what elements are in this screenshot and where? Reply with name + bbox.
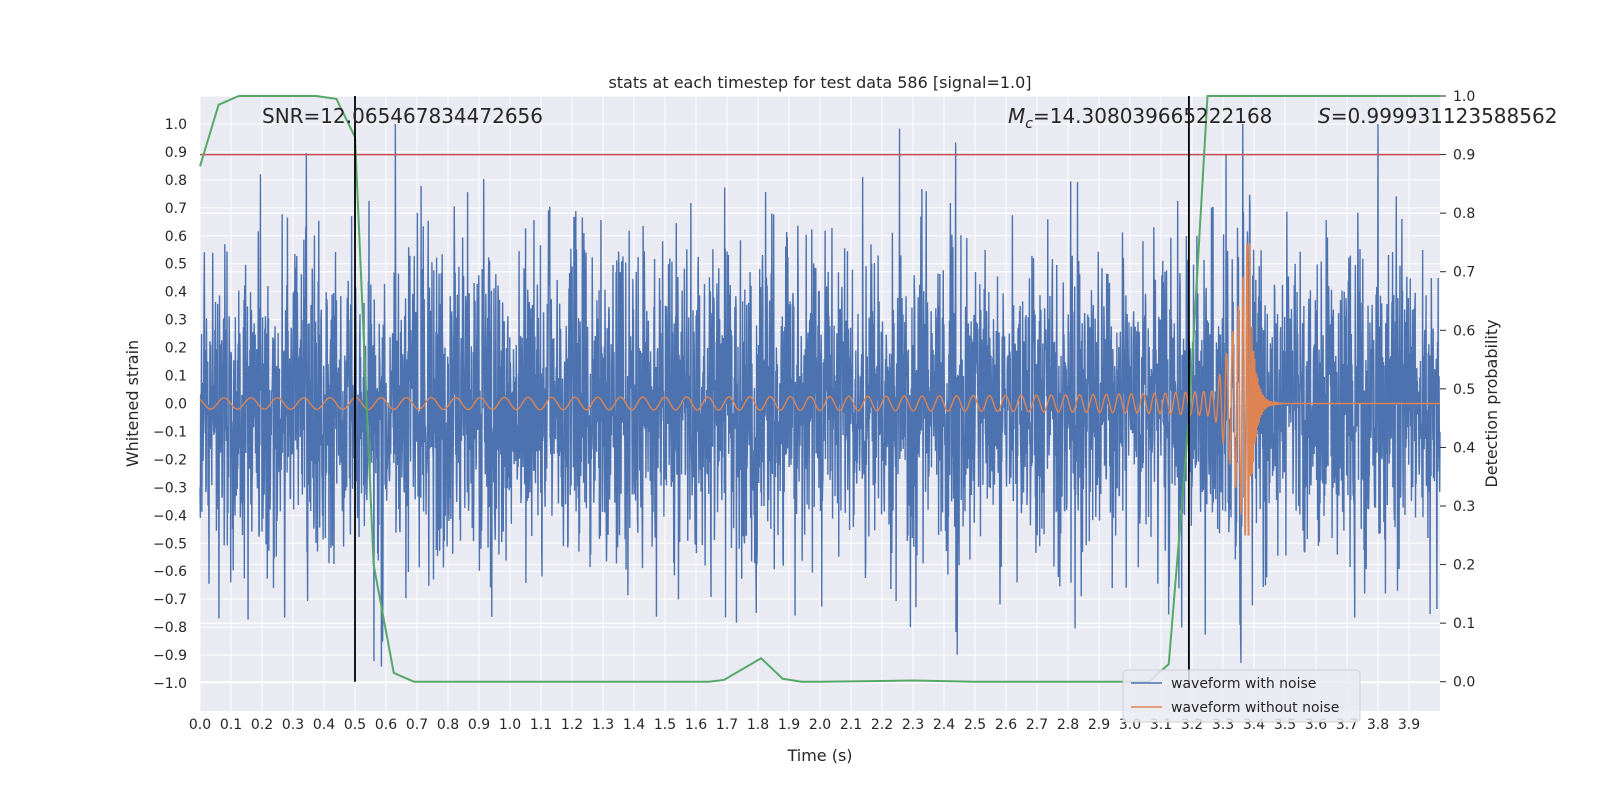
x-tick-label: 0.3 [282, 717, 304, 733]
x-tick-label: 1.7 [716, 717, 738, 733]
x-tick-label: 2.7 [1026, 717, 1048, 733]
right-tick-label: 0.5 [1453, 382, 1475, 398]
x-tick-label: 1.5 [654, 717, 676, 733]
left-tick-label: 0.7 [165, 201, 187, 217]
y-axis-label-right: Detection probability [1482, 319, 1501, 487]
left-tick-labels: 1.0 0.9 0.8 0.7 0.6 0.5 0.4 0.3 0.2 0.1 0.0 −0.1 −0.… [153, 117, 187, 692]
x-tick-label: 2.5 [964, 717, 986, 733]
x-tick-label: 0.9 [468, 717, 490, 733]
x-tick-label: 1.3 [592, 717, 614, 733]
left-tick-label: −0.3 [153, 480, 187, 496]
left-tick-label: −0.4 [153, 508, 187, 524]
right-tick-label: 0.2 [1453, 558, 1475, 574]
x-tick-label: 0.8 [437, 717, 459, 733]
x-tick-label: 0.6 [375, 717, 397, 733]
x-tick-label: 1.2 [561, 717, 583, 733]
left-tick-label: 0.5 [165, 257, 187, 273]
right-tick-label: 0.7 [1453, 265, 1475, 281]
left-tick-label: −0.8 [153, 620, 187, 636]
left-tick-label: 0.6 [165, 229, 187, 245]
right-tick-label: 0.9 [1453, 148, 1475, 164]
x-tick-label: 1.1 [530, 717, 552, 733]
right-tick-label: 0.1 [1453, 616, 1475, 632]
s-symbol: S [1318, 104, 1331, 128]
mc-subscript: c [1025, 116, 1033, 132]
x-axis-label: Time (s) [786, 746, 852, 765]
s-value: =0.999931123588562 [1331, 104, 1558, 128]
x-tick-label: 2.0 [809, 717, 831, 733]
legend: waveform with noise waveform without noi… [1122, 669, 1361, 723]
right-tick-label: 0.3 [1453, 499, 1475, 515]
legend-label-noise: waveform with noise [1171, 676, 1316, 692]
legend-box [1122, 669, 1361, 723]
series-waveform-without-noise [199, 243, 1440, 536]
x-tick-label: 2.8 [1057, 717, 1079, 733]
x-tick-label: 2.3 [902, 717, 924, 733]
left-tick-label: 0.4 [165, 285, 187, 301]
right-tick-labels: 1.0 0.9 0.8 0.7 0.6 0.5 0.4 0.3 0.2 0.1 0.0 [1440, 89, 1475, 691]
x-tick-label: 1.0 [499, 717, 521, 733]
x-tick-label: 3.9 [1398, 717, 1420, 733]
x-tick-label: 3.8 [1367, 717, 1389, 733]
x-tick-label: 2.4 [933, 717, 955, 733]
x-tick-label: 0.0 [189, 717, 211, 733]
x-tick-label: 2.6 [995, 717, 1017, 733]
x-tick-label: 1.4 [623, 717, 645, 733]
right-tick-label: 0.4 [1453, 440, 1475, 456]
left-tick-label: 0.8 [165, 173, 187, 189]
left-tick-label: −0.2 [153, 452, 187, 468]
left-tick-label: 0.3 [165, 313, 187, 329]
x-tick-label: 1.6 [685, 717, 707, 733]
left-tick-label: −0.5 [153, 536, 187, 552]
left-tick-label: −0.9 [153, 648, 187, 664]
chirp-mass-annotation: Mc=14.308039665222168 [1008, 104, 1272, 132]
right-tick-label: 0.6 [1453, 323, 1475, 339]
snr-annotation: SNR=12.065467834472656 [262, 104, 543, 128]
x-tick-label: 0.1 [220, 717, 242, 733]
x-tick-label: 0.7 [406, 717, 428, 733]
legend-label-clean: waveform without noise [1171, 700, 1339, 716]
left-tick-label: 0.1 [165, 369, 187, 385]
right-tick-label: 0.0 [1453, 675, 1475, 691]
x-tick-label: 0.4 [313, 717, 335, 733]
x-tick-label: 0.5 [344, 717, 366, 733]
left-tick-label: 0.0 [165, 397, 187, 413]
left-tick-label: −0.6 [153, 564, 187, 580]
left-tick-label: −0.1 [153, 424, 187, 440]
left-tick-label: −0.7 [153, 592, 187, 608]
left-tick-label: 0.9 [165, 145, 187, 161]
left-tick-label: 1.0 [165, 117, 187, 133]
mc-value: =14.308039665222168 [1033, 104, 1272, 128]
y-axis-label-left: Whitened strain [123, 340, 142, 467]
x-tick-label: 2.9 [1088, 717, 1110, 733]
x-tick-label: 1.9 [778, 717, 800, 733]
x-tick-label: 2.2 [871, 717, 893, 733]
x-tick-label: 1.8 [747, 717, 769, 733]
score-annotation: S=0.999931123588562 [1318, 104, 1557, 128]
mc-symbol: M [1008, 104, 1025, 128]
x-tick-label: 0.2 [251, 717, 273, 733]
right-tick-label: 0.8 [1453, 206, 1475, 222]
left-tick-label: −1.0 [153, 676, 187, 692]
x-tick-label: 2.1 [840, 717, 862, 733]
chart-title: stats at each timestep for test data 586… [608, 73, 1031, 92]
right-tick-label: 1.0 [1453, 89, 1475, 105]
left-tick-label: 0.2 [165, 341, 187, 357]
